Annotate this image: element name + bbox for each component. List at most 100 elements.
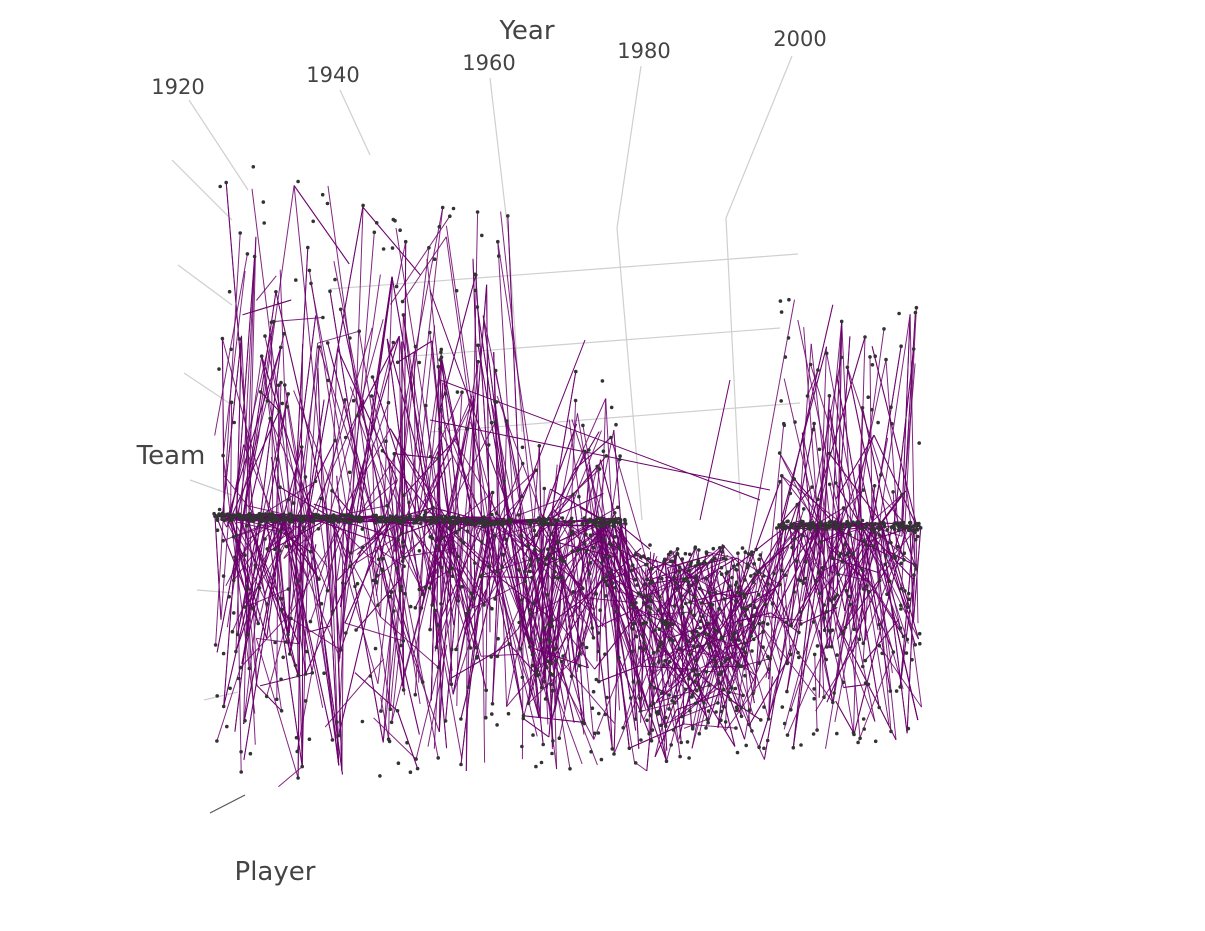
data-point — [316, 527, 321, 531]
data-point — [307, 268, 312, 273]
series-line-segment — [284, 520, 333, 741]
data-point — [482, 603, 486, 607]
data-point — [490, 702, 495, 706]
data-point — [237, 512, 242, 517]
data-point — [547, 552, 552, 556]
data-point — [243, 514, 247, 518]
data-point — [644, 562, 648, 567]
data-point — [588, 561, 593, 565]
data-point — [899, 344, 903, 349]
series-line-segment — [816, 526, 830, 577]
data-point — [623, 518, 627, 523]
series-line-segment — [246, 519, 290, 634]
data-point — [217, 367, 221, 371]
data-point — [812, 421, 816, 426]
data-point — [333, 438, 337, 443]
data-point — [770, 602, 775, 606]
series-line-segment — [214, 516, 222, 620]
data-point — [355, 581, 360, 586]
data-point — [870, 407, 874, 412]
data-point — [534, 670, 538, 675]
data-point — [669, 550, 673, 554]
data-point — [596, 649, 600, 654]
data-point — [827, 482, 832, 487]
data-point — [437, 225, 442, 229]
data-point — [532, 547, 537, 552]
series-line-segment — [326, 515, 381, 618]
data-point — [587, 448, 591, 452]
series-line-segment — [706, 551, 739, 560]
series-line-segment — [837, 529, 849, 575]
data-point — [688, 552, 692, 557]
series-line-segment — [548, 597, 586, 625]
data-point — [638, 709, 643, 713]
data-point — [231, 578, 236, 583]
series-line-segment — [820, 524, 833, 647]
data-point — [522, 569, 527, 574]
data-point — [617, 520, 622, 525]
data-point — [844, 588, 849, 593]
data-point — [268, 416, 273, 421]
series-line-segment — [251, 188, 294, 517]
series-line-segment — [551, 573, 607, 629]
series-line-segment — [779, 452, 822, 524]
data-point — [852, 627, 857, 632]
data-point — [420, 680, 425, 684]
data-point — [591, 636, 596, 640]
data-point — [264, 694, 269, 699]
series-line-segment — [601, 398, 607, 527]
data-point — [455, 554, 460, 559]
data-point — [734, 726, 738, 730]
data-point — [343, 398, 347, 402]
data-point — [793, 420, 797, 424]
data-point — [456, 514, 461, 519]
series-line-segment — [654, 709, 678, 758]
data-point — [918, 526, 923, 530]
data-point — [422, 517, 427, 522]
data-point — [811, 427, 816, 432]
series-line-segment — [340, 479, 398, 651]
data-point — [320, 192, 325, 197]
data-point — [633, 717, 638, 721]
series-line-segment — [646, 553, 655, 606]
data-point — [633, 761, 638, 765]
data-point — [433, 608, 437, 613]
data-point — [862, 727, 866, 731]
data-point — [493, 597, 497, 601]
series-line-segment — [721, 557, 733, 624]
data-point — [602, 537, 606, 541]
series-line-segment — [336, 348, 398, 481]
data-point — [278, 485, 282, 490]
data-point — [737, 664, 742, 669]
data-point — [753, 572, 757, 577]
data-point — [857, 520, 861, 525]
data-point — [687, 756, 691, 760]
data-point — [710, 558, 714, 563]
data-point — [577, 664, 582, 668]
data-point — [530, 663, 535, 668]
data-point — [296, 673, 300, 678]
series-line-segment — [240, 236, 257, 519]
data-point — [379, 709, 383, 713]
data-point — [280, 401, 285, 406]
data-point — [778, 299, 783, 303]
series-line-segment — [829, 409, 880, 708]
data-point — [644, 621, 648, 625]
data-point — [599, 757, 604, 762]
data-point — [659, 618, 663, 622]
data-point — [330, 738, 335, 742]
data-point — [797, 526, 802, 530]
series-line-segment — [852, 533, 878, 653]
data-point — [780, 705, 785, 709]
data-point — [392, 451, 397, 456]
series-line-segment — [698, 674, 742, 708]
data-point — [413, 521, 417, 525]
series-line-segment — [433, 521, 485, 606]
data-point — [502, 479, 506, 483]
series-line-segment — [768, 528, 811, 720]
data-point — [227, 594, 231, 599]
data-point — [448, 214, 452, 218]
data-point — [841, 680, 846, 685]
data-point — [633, 578, 637, 582]
series-line-segment — [447, 428, 468, 524]
